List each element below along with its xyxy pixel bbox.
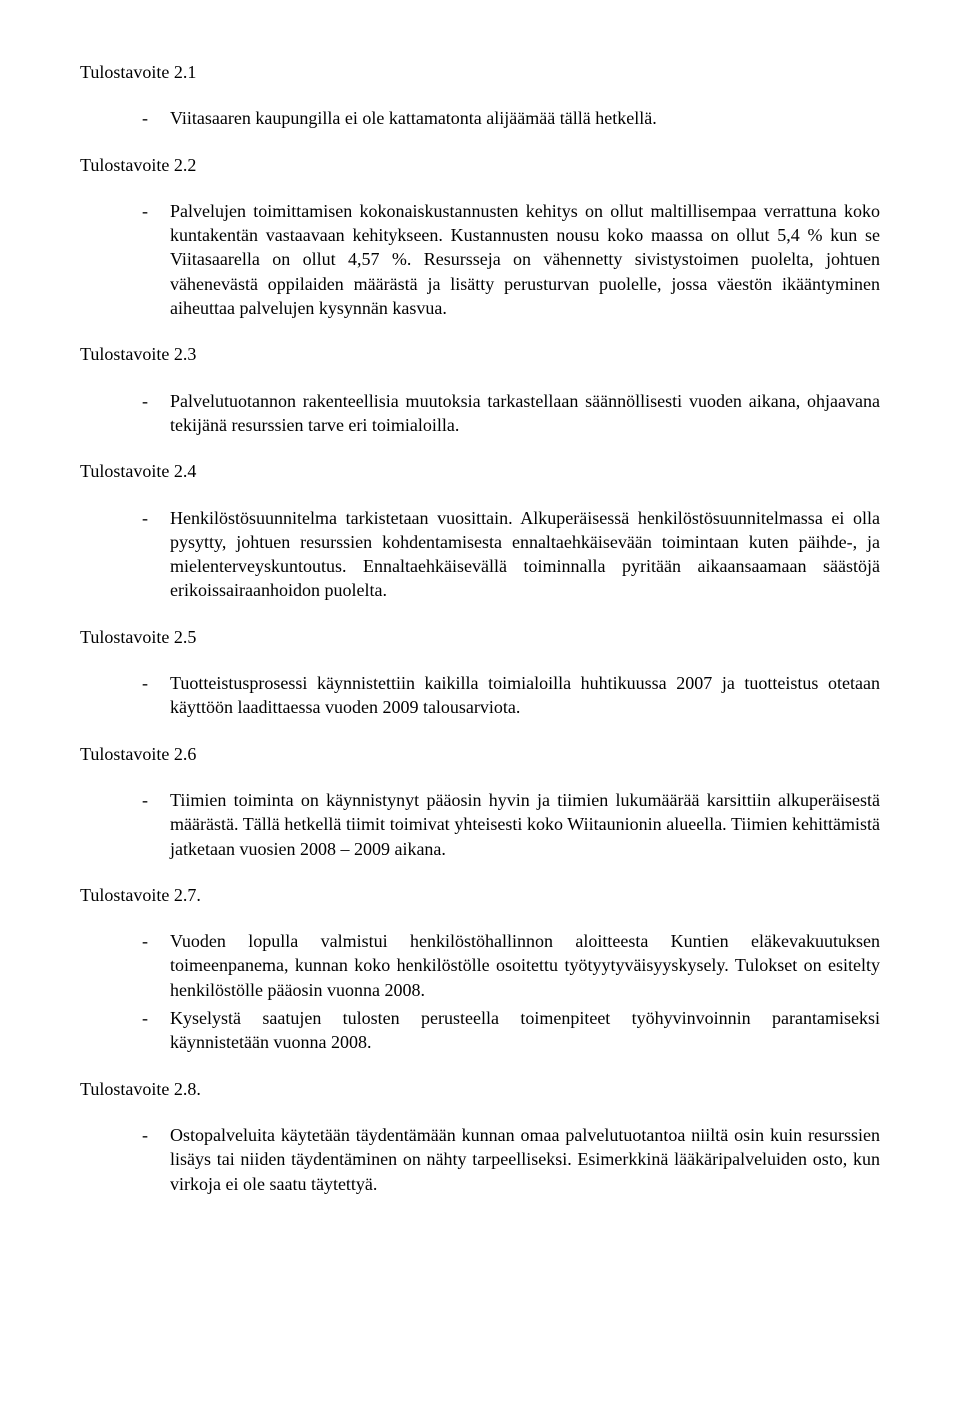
bullet-block: -Ostopalveluita käytetään täydentämään k…: [80, 1123, 880, 1196]
bullet-dash: -: [142, 506, 170, 603]
bullet-item: -Tuotteistusprosessi käynnistettiin kaik…: [142, 671, 880, 720]
bullet-text: Kyselystä saatujen tulosten perusteella …: [170, 1006, 880, 1055]
bullet-text: Palvelutuotannon rakenteellisia muutoksi…: [170, 389, 880, 438]
section-heading: Tulostavoite 2.3: [80, 342, 880, 366]
section-heading: Tulostavoite 2.7.: [80, 883, 880, 907]
bullet-block: -Tiimien toiminta on käynnistynyt pääosi…: [80, 788, 880, 861]
bullet-block: -Henkilöstösuunnitelma tarkistetaan vuos…: [80, 506, 880, 603]
bullet-text: Tiimien toiminta on käynnistynyt pääosin…: [170, 788, 880, 861]
bullet-item: -Vuoden lopulla valmistui henkilöstöhall…: [142, 929, 880, 1002]
bullet-dash: -: [142, 1006, 170, 1055]
bullet-text: Tuotteistusprosessi käynnistettiin kaiki…: [170, 671, 880, 720]
section-heading: Tulostavoite 2.8.: [80, 1077, 880, 1101]
section-heading: Tulostavoite 2.4: [80, 459, 880, 483]
bullet-block: -Tuotteistusprosessi käynnistettiin kaik…: [80, 671, 880, 720]
bullet-item: -Viitasaaren kaupungilla ei ole kattamat…: [142, 106, 880, 130]
bullet-dash: -: [142, 106, 170, 130]
bullet-text: Palvelujen toimittamisen kokonaiskustann…: [170, 199, 880, 320]
bullet-text: Ostopalveluita käytetään täydentämään ku…: [170, 1123, 880, 1196]
bullet-dash: -: [142, 671, 170, 720]
bullet-dash: -: [142, 788, 170, 861]
section-heading: Tulostavoite 2.1: [80, 60, 880, 84]
bullet-block: -Palvelujen toimittamisen kokonaiskustan…: [80, 199, 880, 320]
bullet-block: -Palvelutuotannon rakenteellisia muutoks…: [80, 389, 880, 438]
bullet-item: -Ostopalveluita käytetään täydentämään k…: [142, 1123, 880, 1196]
bullet-item: -Palvelujen toimittamisen kokonaiskustan…: [142, 199, 880, 320]
bullet-text: Viitasaaren kaupungilla ei ole kattamato…: [170, 106, 880, 130]
bullet-item: -Kyselystä saatujen tulosten perusteella…: [142, 1006, 880, 1055]
bullet-item: -Tiimien toiminta on käynnistynyt pääosi…: [142, 788, 880, 861]
bullet-dash: -: [142, 1123, 170, 1196]
bullet-item: -Henkilöstösuunnitelma tarkistetaan vuos…: [142, 506, 880, 603]
bullet-block: -Vuoden lopulla valmistui henkilöstöhall…: [80, 929, 880, 1054]
document-body: Tulostavoite 2.1-Viitasaaren kaupungilla…: [80, 60, 880, 1196]
section-heading: Tulostavoite 2.6: [80, 742, 880, 766]
bullet-block: -Viitasaaren kaupungilla ei ole kattamat…: [80, 106, 880, 130]
bullet-dash: -: [142, 389, 170, 438]
section-heading: Tulostavoite 2.5: [80, 625, 880, 649]
bullet-text: Henkilöstösuunnitelma tarkistetaan vuosi…: [170, 506, 880, 603]
bullet-item: -Palvelutuotannon rakenteellisia muutoks…: [142, 389, 880, 438]
bullet-text: Vuoden lopulla valmistui henkilöstöhalli…: [170, 929, 880, 1002]
bullet-dash: -: [142, 199, 170, 320]
section-heading: Tulostavoite 2.2: [80, 153, 880, 177]
bullet-dash: -: [142, 929, 170, 1002]
